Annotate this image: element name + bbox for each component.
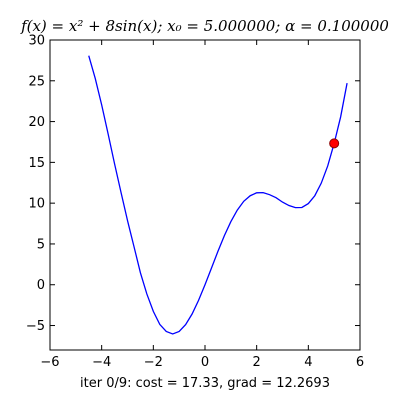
y-tick-label: 0 [37, 278, 45, 293]
x-tick-label: −6 [40, 355, 59, 370]
y-tick-label: 10 [28, 197, 45, 212]
y-tick-label: 15 [28, 156, 45, 171]
axis-ticks: −6 −4 −2 0 2 4 6 −5 0 5 10 15 20 25 30 [26, 34, 364, 371]
x-tick-label: −2 [144, 355, 163, 370]
y-tick-label: 5 [37, 237, 45, 252]
plot-frame [49, 39, 361, 351]
x-tick-label: 4 [304, 355, 312, 370]
x-tick-label: −4 [92, 355, 111, 370]
x-tick-label: 0 [201, 355, 209, 370]
x-axis-label: iter 0/9: cost = 17.33, grad = 12.2693 [80, 376, 330, 391]
x-tick-label: 6 [356, 355, 364, 370]
y-tick-label: 25 [28, 74, 45, 89]
plot-area [88, 55, 348, 335]
y-tick-label: −5 [26, 319, 45, 334]
series-line-0 [88, 55, 348, 335]
y-tick-label: 30 [28, 34, 45, 49]
x-tick-label: 2 [253, 355, 261, 370]
chart-title: f(x) = x² + 8sin(x); x₀ = 5.000000; α = … [20, 17, 389, 35]
y-tick-label: 20 [28, 115, 45, 130]
current-point-marker [329, 138, 340, 149]
